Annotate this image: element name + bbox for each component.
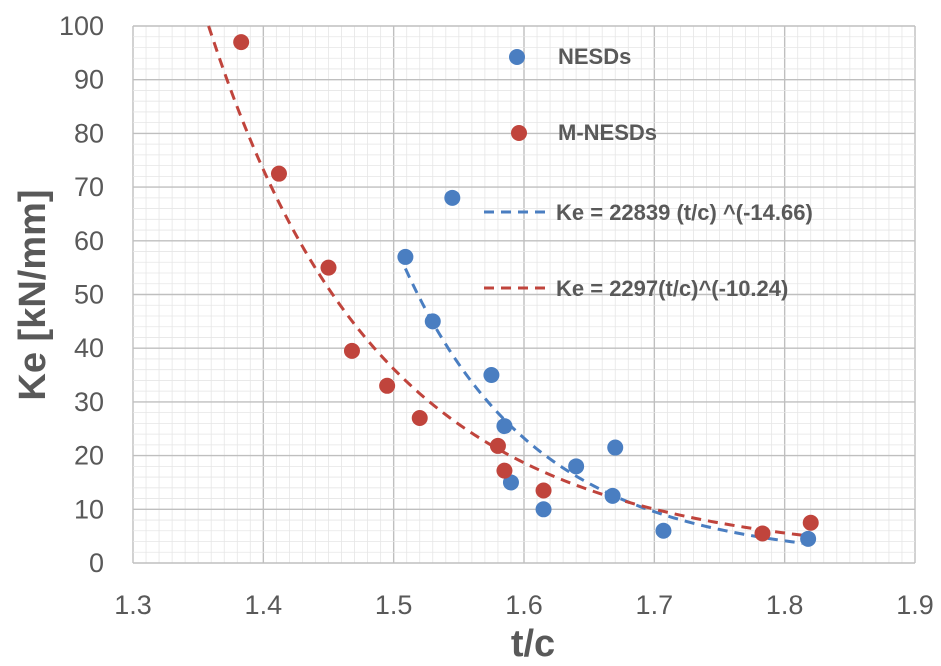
data-point-m-nesds [343, 342, 360, 359]
x-tick-label: 1.7 [636, 590, 674, 620]
y-tick-label: 50 [74, 280, 104, 310]
grid [132, 25, 916, 564]
data-point-nesds [655, 522, 672, 539]
x-tick-label: 1.3 [114, 590, 152, 620]
data-point-layer [233, 34, 819, 547]
data-point-m-nesds [489, 437, 506, 454]
x-tick-label: 1.9 [896, 590, 934, 620]
y-tick-labels: 0 10 20 30 40 50 60 70 80 90 100 [59, 11, 104, 578]
data-point-nesds [568, 458, 585, 475]
y-tick-label: 60 [74, 226, 104, 256]
data-point-m-nesds [802, 514, 819, 531]
data-point-m-nesds [496, 462, 513, 479]
y-tick-label: 30 [74, 387, 104, 417]
trendline-m-nesds [207, 25, 811, 538]
data-point-nesds [483, 367, 500, 384]
x-tick-label: 1.4 [245, 590, 283, 620]
data-point-m-nesds [270, 165, 287, 182]
data-point-m-nesds [320, 259, 337, 276]
legend: NESDs M-NESDs Ke = 22839 (t/c) ^(-14.66)… [484, 44, 813, 301]
legend-marker-m-nesds [511, 125, 527, 141]
data-point-m-nesds [233, 34, 250, 51]
y-tick-label: 70 [74, 172, 104, 202]
data-point-nesds [535, 501, 552, 518]
y-tick-label: 90 [74, 65, 104, 95]
y-tick-label: 10 [74, 494, 104, 524]
data-point-nesds [397, 248, 414, 265]
y-tick-label: 80 [74, 118, 104, 148]
legend-label-m-nesds: M-NESDs [558, 120, 657, 145]
data-point-nesds [800, 530, 817, 547]
data-point-nesds [424, 313, 441, 330]
x-axis-title: t/c [511, 623, 555, 665]
data-point-m-nesds [379, 377, 396, 394]
trendline-nesds [404, 267, 809, 546]
x-tick-label: 1.6 [505, 590, 543, 620]
x-tick-label: 1.8 [766, 590, 804, 620]
legend-label-nesds: NESDs [558, 44, 631, 69]
legend-label-trend-red: Ke = 2297(t/c)^(-10.24) [556, 276, 788, 301]
y-tick-label: 20 [74, 441, 104, 471]
legend-label-trend-blue: Ke = 22839 (t/c) ^(-14.66) [556, 200, 813, 225]
y-tick-label: 100 [59, 11, 104, 41]
y-tick-label: 40 [74, 333, 104, 363]
data-point-m-nesds [535, 482, 552, 499]
data-point-m-nesds [754, 525, 771, 542]
y-tick-label: 0 [89, 548, 104, 578]
data-point-nesds [604, 487, 621, 504]
data-point-nesds [496, 418, 513, 435]
data-point-nesds [444, 189, 461, 206]
x-tick-labels: 1.3 1.4 1.5 1.6 1.7 1.8 1.9 [114, 590, 934, 620]
legend-marker-nesds [509, 49, 525, 65]
y-axis-title: Ke [kN/mm] [12, 189, 54, 400]
x-tick-label: 1.5 [375, 590, 413, 620]
data-point-m-nesds [411, 410, 428, 427]
data-point-nesds [502, 474, 519, 491]
data-point-nesds [607, 439, 624, 456]
